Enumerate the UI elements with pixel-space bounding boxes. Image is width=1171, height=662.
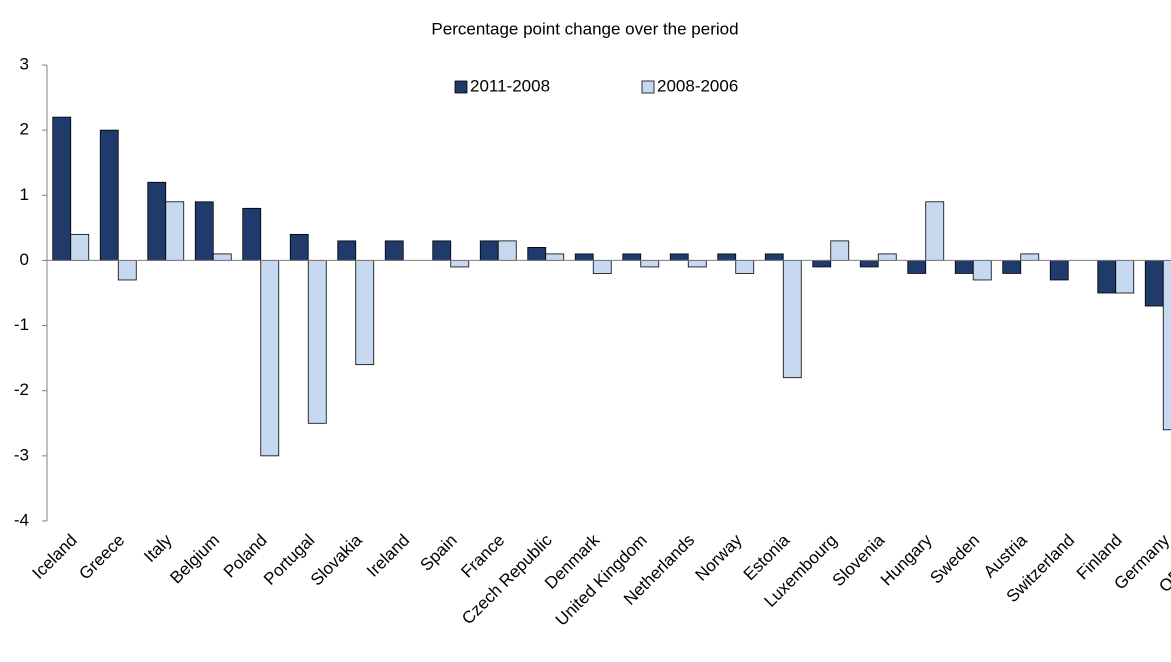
bar (859, 260, 879, 268)
bar (497, 240, 517, 261)
y-tick-label: 2 (20, 120, 29, 139)
y-tick-label: -3 (14, 445, 29, 464)
bar (574, 253, 594, 261)
x-tick-label: Ireland (363, 531, 413, 581)
bar (972, 260, 992, 281)
bar (812, 260, 832, 268)
legend-swatch (454, 80, 468, 94)
x-tick-label: Norway (692, 530, 747, 585)
chart-title: Percentage point change over the period (431, 19, 738, 38)
bar (194, 201, 214, 261)
bar (954, 260, 974, 274)
bar (1144, 260, 1164, 307)
bar (640, 260, 660, 268)
bar (907, 260, 927, 274)
x-tick-label: Belgium (166, 531, 223, 588)
y-tick-label: 1 (20, 185, 29, 204)
y-tick-label: -1 (14, 315, 29, 334)
bar (735, 260, 755, 274)
legend-label: 2008-2006 (657, 76, 738, 95)
bar (527, 246, 547, 261)
bar (1097, 260, 1117, 294)
bar (432, 240, 452, 261)
x-tick-label: Slovakia (307, 530, 366, 589)
bar (1115, 260, 1135, 294)
bar (260, 260, 280, 457)
bar (52, 116, 72, 261)
bar (1162, 260, 1171, 431)
x-tick-label: Slovenia (829, 530, 889, 590)
bar (669, 253, 689, 261)
bar (545, 253, 565, 261)
bar (450, 260, 470, 268)
legend-swatch (641, 80, 655, 94)
bar (70, 233, 90, 261)
bar (165, 201, 185, 261)
x-tick-label: Portugal (260, 531, 318, 589)
y-tick-label: 0 (20, 250, 29, 269)
y-tick-label: -2 (14, 380, 29, 399)
bar (687, 260, 707, 268)
x-tick-label: Italy (140, 530, 176, 566)
x-tick-label: Sweden (926, 531, 983, 588)
y-tick-label: 3 (20, 54, 29, 73)
bar (99, 129, 119, 261)
bar (147, 181, 167, 261)
x-tick-label: Iceland (29, 531, 81, 583)
bar (212, 253, 232, 261)
bar (764, 253, 784, 261)
x-tick-label: Spain (417, 531, 461, 575)
bar (1049, 260, 1069, 281)
bar (242, 207, 262, 261)
bar (925, 201, 945, 261)
bar (337, 240, 357, 261)
x-tick-label: Hungary (877, 530, 936, 589)
bar (782, 260, 802, 379)
bar (307, 260, 327, 424)
bar (1020, 253, 1040, 261)
x-tick-label: Greece (75, 531, 128, 584)
bar (592, 260, 612, 274)
bar (717, 253, 737, 261)
legend-label: 2011-2008 (470, 76, 550, 95)
bar (355, 260, 375, 366)
bar (830, 240, 850, 261)
y-tick-label: -4 (14, 510, 29, 529)
bar (289, 233, 309, 261)
bar (622, 253, 642, 261)
bar (877, 253, 897, 261)
bar (384, 240, 404, 261)
bar (117, 260, 137, 281)
bar (1002, 260, 1022, 274)
bar (479, 240, 499, 261)
